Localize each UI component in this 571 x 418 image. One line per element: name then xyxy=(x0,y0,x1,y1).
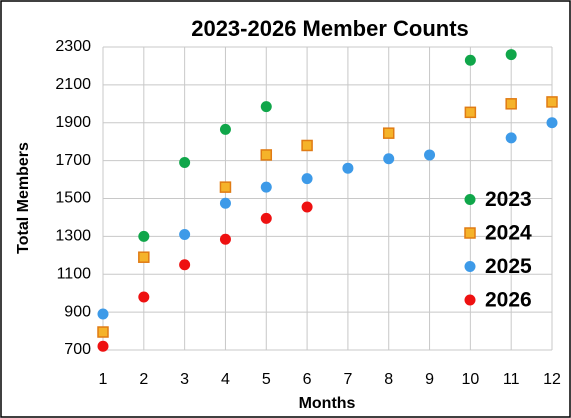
legend-marker xyxy=(464,194,476,205)
legend-label: 2025 xyxy=(485,255,532,278)
point xyxy=(260,101,272,113)
y-tick-label: 1100 xyxy=(57,265,92,282)
y-tick-label: 900 xyxy=(64,303,91,320)
x-tick-label: 12 xyxy=(543,371,561,388)
x-tick-label: 3 xyxy=(180,371,189,388)
point xyxy=(138,230,150,242)
x-tick-label: 10 xyxy=(461,371,479,388)
y-axis-label: Total Members xyxy=(15,142,32,254)
x-tick-label: 11 xyxy=(503,371,520,388)
x-axis-label: Months xyxy=(299,395,356,412)
point xyxy=(179,228,191,240)
x-tick-label: 8 xyxy=(384,371,393,388)
square-marker xyxy=(464,106,477,119)
x-tick-label: 7 xyxy=(343,371,352,388)
point xyxy=(505,132,517,144)
point xyxy=(505,49,517,61)
x-tick-label: 1 xyxy=(99,371,108,388)
x-tick-label: 5 xyxy=(262,371,271,388)
x-tick-label: 9 xyxy=(425,371,434,388)
point xyxy=(464,54,476,66)
y-tick-label: 1700 xyxy=(55,152,91,169)
y-tick-label: 1900 xyxy=(55,114,91,131)
point xyxy=(301,201,313,213)
point xyxy=(219,123,231,135)
y-tick-label: 1300 xyxy=(55,228,91,245)
point xyxy=(138,291,150,303)
point xyxy=(179,157,191,169)
legend-marker xyxy=(464,261,476,272)
point xyxy=(301,173,313,185)
point xyxy=(424,149,436,161)
legend-label: 2026 xyxy=(485,289,532,312)
point xyxy=(546,117,558,129)
square-marker xyxy=(219,181,232,193)
y-tick-label: 1500 xyxy=(55,190,91,207)
y-tick-label: 700 xyxy=(64,341,91,358)
legend-label: 2024 xyxy=(485,222,532,245)
point xyxy=(179,259,191,271)
x-tick-label: 2 xyxy=(139,371,148,388)
square-marker xyxy=(382,127,395,139)
square-marker xyxy=(546,96,558,108)
point xyxy=(219,197,231,209)
square-marker xyxy=(260,149,273,161)
square-marker xyxy=(97,326,109,338)
legend-label: 2023 xyxy=(485,188,532,211)
point xyxy=(260,181,272,193)
legend-marker xyxy=(464,227,476,239)
x-tick-label: 6 xyxy=(303,371,312,388)
square-marker xyxy=(138,251,150,263)
point xyxy=(97,340,109,352)
y-tick-label: 2100 xyxy=(55,76,91,93)
chart-title: 2023-2026 Member Counts xyxy=(191,16,469,41)
x-tick-label: 4 xyxy=(221,371,230,388)
point xyxy=(260,212,272,224)
square-marker xyxy=(301,139,313,152)
point xyxy=(219,233,231,245)
point xyxy=(383,153,395,165)
point xyxy=(97,308,109,320)
square-marker xyxy=(505,98,517,110)
y-tick-label: 2300 xyxy=(55,38,91,55)
legend-marker xyxy=(464,294,476,306)
point xyxy=(342,162,354,174)
